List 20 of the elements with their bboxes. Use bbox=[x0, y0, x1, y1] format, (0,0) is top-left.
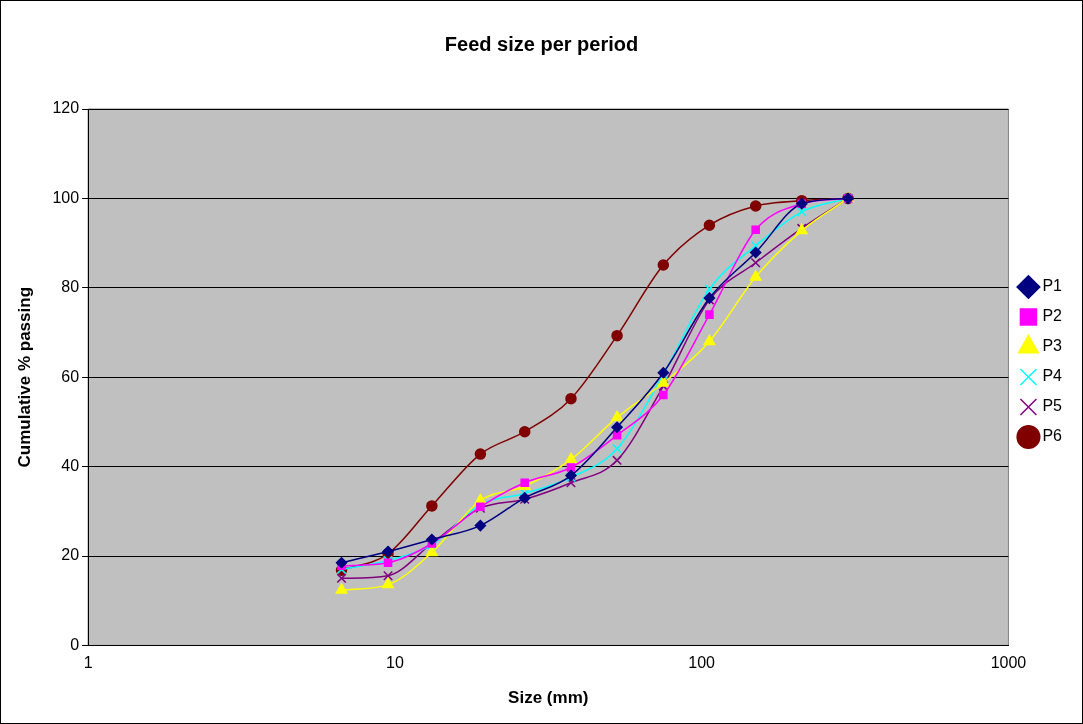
legend-label: P1 bbox=[1042, 277, 1063, 295]
x-tick-label: 1000 bbox=[990, 654, 1027, 672]
y-tick-label: 40 bbox=[61, 457, 80, 475]
y-tick-label: 100 bbox=[52, 188, 80, 206]
legend-label: P4 bbox=[1042, 367, 1063, 385]
x-axis-title: Size (mm) bbox=[508, 688, 589, 708]
y-tick-label: 20 bbox=[61, 546, 80, 564]
legend-label: P2 bbox=[1042, 307, 1063, 325]
y-tick-label: 80 bbox=[61, 278, 80, 296]
y-axis-title: Cumulative % passing bbox=[14, 286, 34, 468]
y-tick-label: 60 bbox=[61, 367, 80, 385]
chart-title: Feed size per period bbox=[444, 32, 639, 55]
y-tick-label: 0 bbox=[70, 635, 80, 653]
x-tick-label: 1 bbox=[83, 654, 93, 672]
x-tick-label: 10 bbox=[385, 654, 404, 672]
legend-label: P6 bbox=[1042, 427, 1063, 445]
legend-label: P3 bbox=[1042, 337, 1063, 355]
legend-label: P5 bbox=[1042, 397, 1063, 415]
y-tick-label: 120 bbox=[52, 99, 80, 117]
x-tick-label: 100 bbox=[688, 654, 716, 672]
